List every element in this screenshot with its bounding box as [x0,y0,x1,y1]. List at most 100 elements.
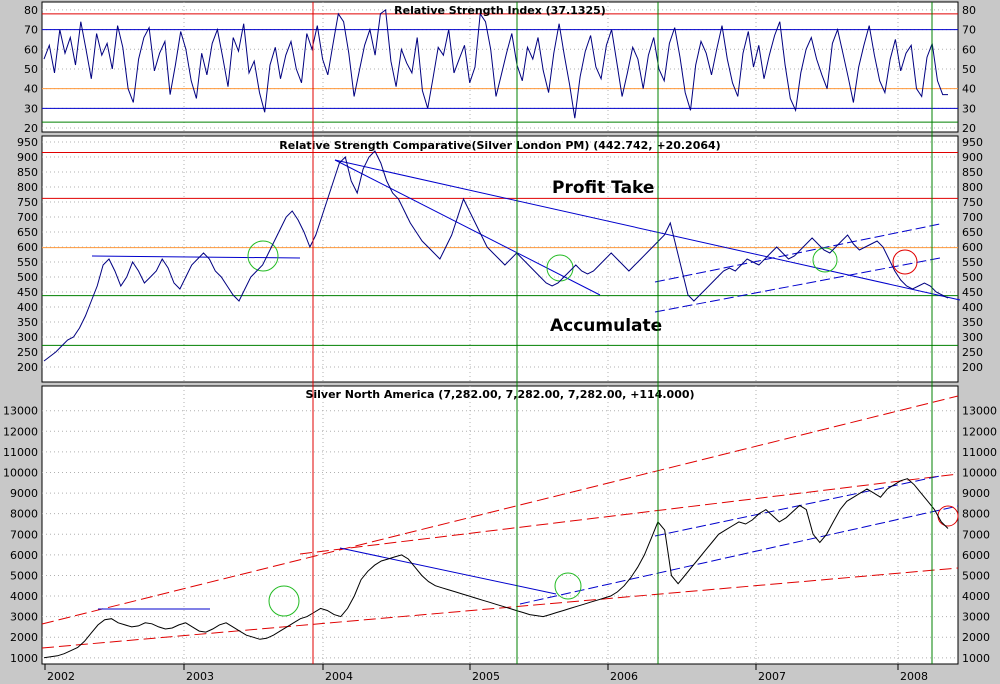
y-tick-label: 6000 [962,549,990,562]
y-tick-label: 4000 [10,590,38,603]
y-tick-label: 700 [962,211,983,224]
rsc-trend-circle [812,247,838,273]
y-tick-label: 6000 [10,549,38,562]
y-tick-label: 20 [962,122,976,135]
price-lower-trendline [41,567,959,649]
y-tick-label: 5000 [10,569,38,582]
y-tick-label: 250 [962,346,983,359]
y-tick-label: 40 [24,83,38,96]
rsi-y-axis-right: 20 30 40 50 60 70 80 [962,4,976,135]
x-tick-label: 2004 [325,670,353,683]
price-downtrend-line [339,547,557,595]
y-tick-label: 900 [962,151,983,164]
price-mid-trendline [299,473,959,555]
y-tick-label: 450 [17,286,38,299]
rsc-downtrend-line [334,159,961,301]
price-plot-area [41,385,959,665]
rsc-resistance-line [91,255,301,259]
y-tick-label: 400 [17,301,38,314]
rsc-series-line [43,150,949,362]
y-tick-label: 70 [962,24,976,37]
y-tick-label: 800 [17,181,38,194]
y-tick-label: 400 [962,301,983,314]
y-tick-label: 7000 [10,528,38,541]
y-tick-label: 650 [17,226,38,239]
y-tick-label: 8000 [962,508,990,521]
price-title: Silver North America (7,282.00, 7,282.00… [305,388,694,401]
y-tick-label: 3000 [10,611,38,624]
price-gridlines [42,386,958,664]
x-tick-label: 2002 [47,670,75,683]
y-tick-label: 600 [962,241,983,254]
y-tick-label: 2000 [10,631,38,644]
y-tick-label: 300 [962,331,983,344]
y-tick-label: 7000 [962,528,990,541]
rsc-reference-lines [42,152,958,346]
rsi-series-line [43,8,948,119]
y-tick-label: 13000 [962,405,997,418]
y-tick-label: 500 [962,271,983,284]
y-tick-label: 600 [17,241,38,254]
y-tick-label: 80 [962,4,976,17]
y-tick-label: 900 [17,151,38,164]
y-tick-label: 1000 [962,652,990,665]
y-tick-label: 13000 [3,405,38,418]
y-tick-label: 12000 [962,425,997,438]
y-tick-label: 9000 [10,487,38,500]
y-tick-label: 50 [962,63,976,76]
y-tick-label: 80 [24,4,38,17]
y-tick-label: 10000 [962,466,997,479]
y-tick-label: 12000 [3,425,38,438]
y-tick-label: 950 [17,136,38,149]
y-tick-label: 50 [24,63,38,76]
y-tick-label: 650 [962,226,983,239]
x-tick-label: 2006 [610,670,638,683]
price-upper-trendline [41,395,959,625]
y-tick-label: 10000 [3,466,38,479]
y-tick-label: 11000 [3,446,38,459]
y-tick-label: 850 [962,166,983,179]
y-tick-label: 11000 [962,446,997,459]
rsi-panel: 20 30 40 50 60 70 80 20 30 40 50 60 70 80 Relative S… [24,1,976,135]
rsc-panel: 200 250 300 350 400 450 500 550 600 650 700 750 800 8… [17,135,983,383]
y-tick-label: 40 [962,83,976,96]
price-panel: 1000 2000 3000 4000 5000 6000 7000 8000 9000 1000… [3,385,997,665]
y-tick-label: 1000 [10,652,38,665]
y-tick-label: 350 [17,316,38,329]
x-tick-label: 2007 [758,670,786,683]
y-tick-label: 8000 [10,508,38,521]
y-tick-label: 200 [17,361,38,374]
rsc-title: Relative Strength Comparative(Silver Lon… [279,139,720,152]
y-tick-label: 60 [962,43,976,56]
y-tick-label: 950 [962,136,983,149]
y-tick-label: 4000 [962,590,990,603]
y-tick-label: 350 [962,316,983,329]
y-tick-label: 500 [17,271,38,284]
price-accumulate-circle [554,572,582,600]
x-tick-label: 2003 [186,670,214,683]
y-tick-label: 2000 [962,631,990,644]
rsc-y-axis-left: 200 250 300 350 400 450 500 550 600 650 700 750 800 8… [17,136,38,374]
y-tick-label: 30 [24,102,38,115]
y-tick-label: 60 [24,43,38,56]
price-y-axis-left: 1000 2000 3000 4000 5000 6000 7000 8000 9000 1000… [3,405,38,665]
y-tick-label: 20 [24,122,38,135]
y-tick-label: 550 [962,256,983,269]
profit-take-annotation: Profit Take [552,178,654,198]
y-tick-label: 70 [24,24,38,37]
rsc-y-axis-right: 200 250 300 350 400 450 500 550 600 650 700 750 800 8… [962,136,983,374]
y-tick-label: 850 [17,166,38,179]
price-channel-lower [519,505,959,605]
price-breakout-circle [268,585,300,617]
rsc-breakdown-circle [892,249,918,275]
price-y-axis-right: 1000 2000 3000 4000 5000 6000 7000 8000 9000 1000… [962,405,997,665]
rsi-plot-area [41,1,959,133]
accumulate-annotation: Accumulate [550,316,662,336]
y-tick-label: 700 [17,211,38,224]
y-tick-label: 9000 [962,487,990,500]
y-tick-label: 5000 [962,569,990,582]
y-tick-label: 450 [962,286,983,299]
x-axis: 2002 2003 2004 2005 2006 2007 2008 [44,664,928,683]
x-tick-label: 2008 [900,670,928,683]
rsi-title: Relative Strength Index (37.1325) [394,4,606,17]
